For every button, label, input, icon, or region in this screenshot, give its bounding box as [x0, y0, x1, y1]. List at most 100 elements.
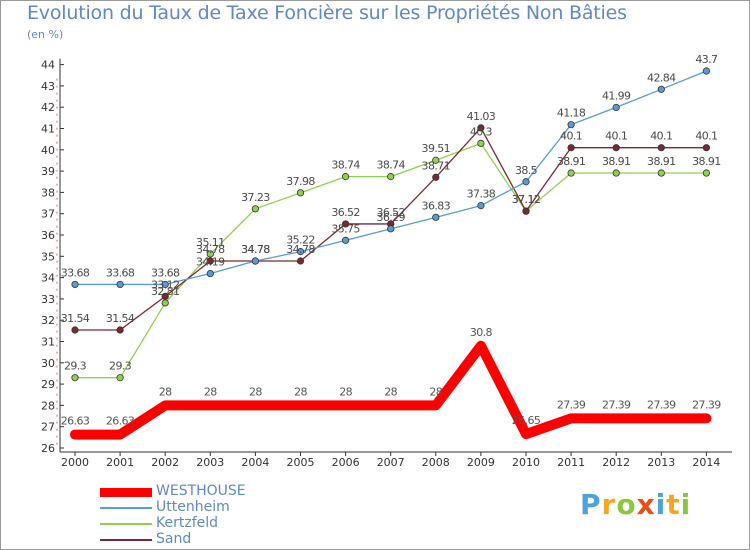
data-label-westhouse: 30.8	[470, 326, 493, 339]
x-tick-label: 2010	[512, 456, 540, 469]
data-label-sand: 38.71	[422, 159, 451, 172]
y-tick-label: 43	[41, 80, 55, 93]
x-tick-label: 2008	[422, 456, 450, 469]
data-label-westhouse: 26.63	[61, 415, 90, 428]
data-label-uttenheim: 34.19	[196, 256, 225, 269]
data-label-uttenheim: 38.5	[515, 164, 538, 177]
data-point-uttenheim	[657, 85, 665, 93]
y-tick-label: 39	[41, 165, 55, 178]
logo-letter: r	[601, 488, 617, 521]
data-label-kertzfeld: 37.23	[241, 191, 270, 204]
data-label-westhouse: 28	[159, 385, 172, 398]
data-point-uttenheim	[387, 225, 395, 233]
legend-label: Kertzfeld	[156, 515, 219, 531]
data-label-westhouse: 28	[429, 385, 442, 398]
x-tick-label: 2012	[602, 456, 630, 469]
y-tick-label: 41	[41, 123, 55, 136]
data-label-sand: 37.12	[512, 193, 541, 206]
y-tick-label: 28	[41, 399, 55, 412]
data-point-sand	[161, 292, 169, 300]
data-label-uttenheim: 41.99	[602, 89, 631, 102]
data-point-kertzfeld	[206, 250, 214, 258]
data-label-kertzfeld: 32.81	[151, 285, 180, 298]
data-label-kertzfeld: 40.3	[470, 125, 493, 138]
series-lines	[70, 67, 712, 440]
x-tick-label: 2004	[241, 456, 269, 469]
data-point-uttenheim	[71, 280, 79, 289]
logo-letter: x	[636, 488, 656, 521]
data-point-uttenheim	[522, 178, 530, 186]
data-label-kertzfeld: 38.91	[692, 155, 721, 168]
data-point-kertzfeld	[432, 156, 440, 164]
legend-swatch	[100, 507, 152, 509]
logo-letter: i	[680, 488, 692, 521]
data-label-uttenheim: 43.7	[695, 53, 718, 66]
data-label-sand: 41.03	[467, 110, 496, 123]
data-label-westhouse: 28	[384, 385, 397, 398]
data-label-sand: 40.1	[695, 130, 717, 143]
axes: 26 27 28 29 30 31 32 33 34 35 36 37 38 39 40 41 42 43 44 20…	[41, 58, 732, 469]
data-label-westhouse: 27.39	[647, 398, 676, 411]
logo-letter: t	[666, 488, 681, 521]
data-point-kertzfeld	[296, 189, 305, 197]
data-point-sand	[341, 220, 350, 228]
y-tick-label: 35	[41, 250, 55, 263]
data-point-kertzfeld	[567, 169, 575, 177]
data-point-uttenheim	[432, 213, 440, 221]
data-label-uttenheim: 34.78	[241, 243, 270, 256]
legend-swatch	[100, 488, 152, 497]
data-point-sand	[657, 144, 665, 152]
data-label-kertzfeld: 38.74	[331, 159, 360, 172]
data-point-uttenheim	[296, 248, 305, 256]
y-tick-label: 34	[41, 272, 55, 285]
legend-swatch	[100, 523, 152, 525]
data-point-kertzfeld	[71, 374, 79, 382]
data-label-westhouse: 28	[294, 385, 307, 398]
y-tick-label: 32	[41, 314, 55, 327]
legend-swatch	[100, 539, 152, 541]
data-label-uttenheim: 35.22	[286, 234, 315, 247]
data-point-uttenheim	[341, 236, 350, 244]
data-label-westhouse: 27.39	[602, 398, 631, 411]
data-label-sand: 31.54	[106, 312, 135, 325]
data-label-kertzfeld: 38.91	[647, 155, 676, 168]
data-label-kertzfeld: 38.74	[376, 159, 405, 172]
data-label-westhouse: 28	[204, 385, 217, 398]
data-point-kertzfeld	[657, 169, 665, 177]
logo-letter: o	[616, 488, 637, 521]
data-label-sand: 40.1	[560, 130, 582, 143]
data-point-sand	[71, 326, 79, 334]
data-label-uttenheim: 36.83	[422, 199, 451, 212]
x-tick-label: 2014	[692, 456, 720, 469]
data-point-kertzfeld	[341, 173, 350, 181]
data-label-kertzfeld: 38.91	[602, 155, 631, 168]
x-tick-label: 2009	[467, 456, 495, 469]
data-label-sand: 34.78	[241, 243, 270, 256]
data-label-kertzfeld: 37.12	[512, 193, 541, 206]
y-tick-label: 31	[41, 336, 55, 349]
data-label-sand: 36.52	[331, 206, 360, 219]
data-point-kertzfeld	[161, 299, 169, 307]
data-point-uttenheim	[567, 121, 575, 129]
x-tick-label: 2001	[106, 456, 134, 469]
data-label-uttenheim: 33.68	[106, 266, 135, 279]
data-label-westhouse: 27.39	[692, 398, 721, 411]
data-label-uttenheim: 36.29	[376, 211, 405, 224]
x-tick-label: 2000	[61, 456, 89, 469]
data-point-uttenheim	[116, 280, 124, 289]
legend-label: Uttenheim	[156, 499, 230, 515]
chart-title: Evolution du Taux de Taxe Foncière sur l…	[27, 2, 627, 24]
data-point-sand	[432, 173, 440, 181]
data-label-sand: 33.12	[151, 278, 180, 291]
data-point-kertzfeld	[477, 139, 485, 148]
data-point-kertzfeld	[251, 205, 259, 213]
legend-label: Sand	[156, 531, 192, 547]
x-tick-label: 2005	[287, 456, 315, 469]
y-tick-label: 29	[41, 378, 55, 391]
data-point-sand	[612, 144, 620, 152]
data-point-uttenheim	[206, 269, 214, 278]
data-point-sand	[702, 144, 711, 152]
logo-letter: P	[580, 488, 602, 521]
x-tick-label: 2002	[151, 456, 179, 469]
